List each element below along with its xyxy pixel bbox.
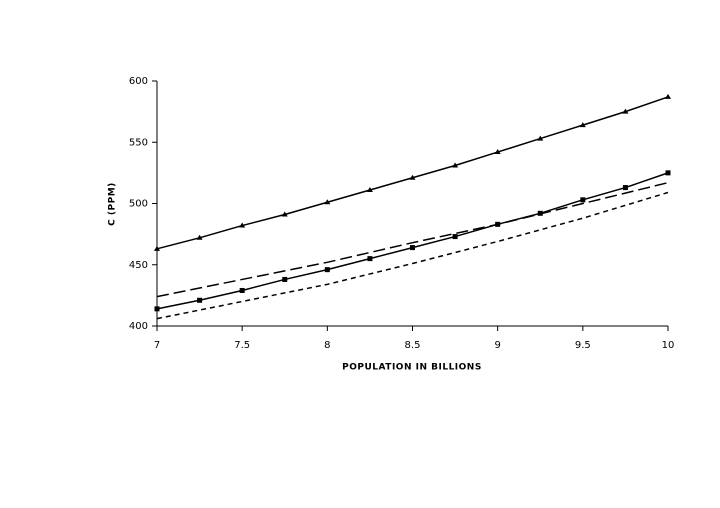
marker-triangle bbox=[409, 174, 416, 180]
marker-triangle bbox=[622, 108, 629, 114]
x-tick-label: 10 bbox=[662, 340, 675, 351]
y-tick-label: 500 bbox=[129, 199, 148, 210]
marker-square bbox=[367, 256, 373, 262]
marker-square bbox=[665, 170, 671, 176]
marker-square bbox=[197, 297, 203, 303]
x-tick-label: 9.5 bbox=[575, 340, 591, 351]
marker-triangle bbox=[452, 162, 459, 168]
y-tick-label: 400 bbox=[129, 321, 148, 332]
marker-triangle bbox=[366, 187, 373, 193]
marker-triangle bbox=[154, 245, 160, 251]
x-tick-label: 8 bbox=[324, 340, 330, 351]
marker-square bbox=[410, 245, 415, 251]
x-tick-label: 8.5 bbox=[405, 340, 421, 351]
marker-triangle bbox=[537, 135, 544, 141]
marker-triangle bbox=[196, 234, 203, 240]
marker-triangle bbox=[239, 222, 246, 228]
y-tick-label: 550 bbox=[129, 137, 148, 148]
marker-triangle bbox=[494, 149, 501, 155]
series-line bbox=[156, 191, 669, 320]
series-line bbox=[156, 181, 669, 298]
marker-square bbox=[580, 197, 586, 203]
marker-triangle bbox=[281, 211, 288, 217]
marker-square bbox=[622, 185, 628, 191]
marker-triangle bbox=[665, 93, 671, 99]
marker-square bbox=[282, 276, 288, 282]
x-axis-title: POPULATION IN BILLIONS bbox=[342, 363, 482, 373]
y-tick-label: 450 bbox=[129, 260, 148, 271]
series-line bbox=[156, 172, 669, 310]
x-tick-label: 7.5 bbox=[234, 340, 250, 351]
marker-square bbox=[452, 234, 458, 240]
marker-square bbox=[239, 287, 245, 293]
y-tick-label: 600 bbox=[129, 76, 148, 87]
marker-triangle bbox=[324, 199, 331, 205]
marker-square bbox=[324, 267, 330, 273]
marker-triangle bbox=[579, 122, 586, 128]
marker-square bbox=[154, 306, 160, 312]
x-tick-label: 9 bbox=[494, 340, 500, 351]
x-tick-label: 7 bbox=[154, 340, 160, 351]
y-axis-title: C (PPM) bbox=[108, 182, 118, 226]
series-line bbox=[156, 96, 669, 250]
